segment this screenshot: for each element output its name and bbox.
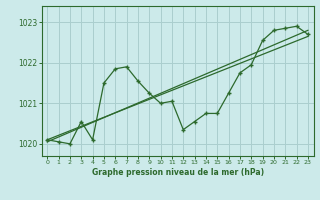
X-axis label: Graphe pression niveau de la mer (hPa): Graphe pression niveau de la mer (hPa) <box>92 168 264 177</box>
